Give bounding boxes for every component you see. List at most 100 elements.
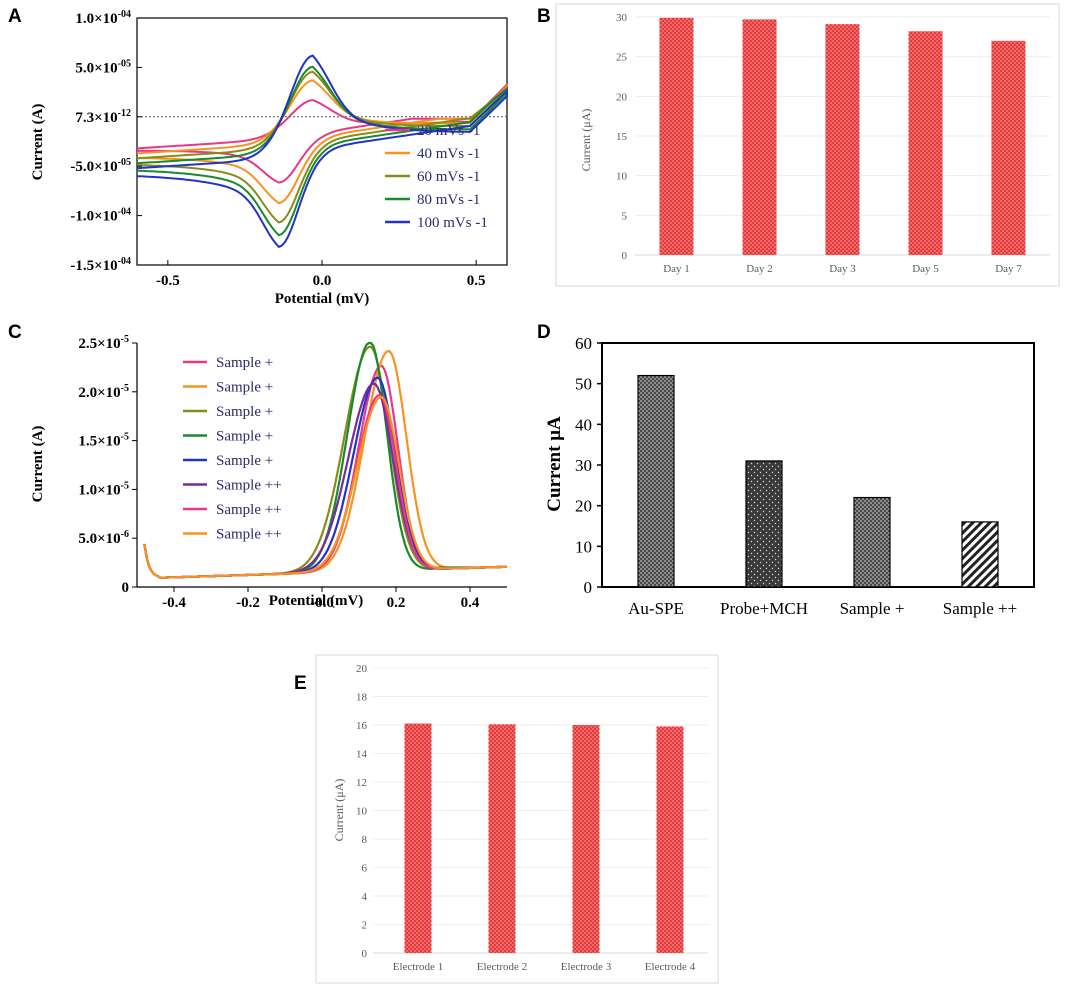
dpv-curve-6 [143, 382, 508, 579]
legend-label-a: 40 mVs -1 [417, 146, 480, 162]
y-tick-label-e: 0 [362, 948, 368, 960]
panel-label-b: B [537, 6, 551, 27]
y-tick-label-b: 15 [616, 131, 628, 143]
y-tick-label-e: 14 [356, 749, 368, 761]
x-tick-label-a: 0.0 [313, 273, 332, 289]
y-tick-label-b: 0 [622, 250, 628, 262]
x-tick-label-d: Probe+MCH [720, 599, 808, 618]
y-tick-label-e: 2 [362, 920, 368, 932]
x-tick-label-b: Day 1 [663, 263, 690, 275]
bar-b-3 [825, 24, 860, 255]
dpv-curve-2 [143, 349, 508, 579]
legend-label-a: 60 mVs -1 [417, 169, 480, 185]
bar-d-4 [961, 521, 999, 588]
x-tick-label-c: -0.2 [236, 595, 260, 611]
dpv-curve-5 [143, 376, 508, 579]
y-axis-label-e: Current (μA) [332, 779, 346, 842]
y-tick-label-d: 30 [575, 456, 592, 475]
legend-label-c: Sample + [216, 380, 273, 396]
panel-d: D 0 10 20 30 40 50 60 Au-SPE Probe+MCH Sample + S… [537, 322, 1035, 618]
x-tick-label-e: Electrode 3 [561, 961, 612, 973]
panel-a: A 1.0×10-04 5.0×10-05 7.3×10-12 -5.0×10-05 -… [8, 6, 508, 307]
bar-e-3 [572, 725, 600, 953]
y-tick-label-c: 1.0×10-5 [78, 480, 129, 498]
panel-label-c: C [8, 322, 22, 343]
bar-e-2 [488, 724, 516, 953]
legend-label-c: Sample ++ [216, 527, 282, 543]
y-axis-label-a: Current (A) [30, 104, 46, 181]
panel-b: B 0 5 10 15 20 25 30 Day 1 Day 2 Day 3 Day 5 Day 7… [537, 3, 1060, 287]
panel-label-a: A [8, 6, 22, 27]
y-tick-label-c: 0 [122, 580, 130, 596]
x-tick-label-d: Sample ++ [943, 599, 1017, 618]
legend-label-c: Sample + [216, 429, 273, 445]
chart-area-b [555, 3, 1060, 287]
x-axis-label-a: Potential (mV) [275, 291, 370, 307]
bar-b-4 [908, 31, 943, 256]
y-tick-label-a: -1.5×10-04 [70, 256, 131, 274]
bar-e-1 [404, 723, 432, 953]
bar-d-3 [853, 496, 891, 588]
x-tick-label-b: Day 3 [829, 263, 856, 275]
cv-curve-5 [136, 54, 508, 249]
dpv-curve-8 [143, 396, 508, 579]
y-tick-label-e: 12 [356, 777, 367, 789]
x-tick-label-e: Electrode 4 [645, 961, 696, 973]
y-tick-label-e: 18 [356, 692, 368, 704]
x-tick-label-c: -0.0 [310, 595, 334, 611]
bar-b-5 [991, 40, 1026, 255]
y-tick-label-c: 5.0×10-6 [78, 529, 129, 547]
y-tick-label-a: 5.0×10-05 [75, 58, 131, 76]
x-tick-label-b: Day 5 [912, 263, 939, 275]
y-tick-label-b: 30 [616, 12, 628, 24]
x-axis-label-c: Potential (mV) [269, 593, 364, 609]
bar-d-1 [637, 374, 675, 588]
x-tick-label-a: -0.5 [156, 273, 180, 289]
y-tick-label-e: 16 [356, 720, 368, 732]
y-tick-label-d: 50 [575, 375, 592, 394]
y-axis-label-d: Current μA [544, 416, 565, 512]
y-tick-label-d: 60 [575, 334, 592, 353]
y-tick-label-a: 7.3×10-12 [75, 108, 131, 126]
legend-label-a: 100 mVs -1 [417, 215, 488, 231]
bar-e-4 [656, 726, 684, 953]
y-tick-label-d: 20 [575, 497, 592, 516]
legend-label-c: Sample + [216, 355, 273, 371]
legend-label-c: Sample + [216, 453, 273, 469]
x-tick-label-d: Au-SPE [628, 599, 684, 618]
y-tick-label-c: 2.5×10-5 [78, 334, 129, 352]
chart-area-e [315, 654, 719, 984]
y-tick-label-d: 10 [575, 537, 592, 556]
y-tick-label-e: 8 [362, 834, 368, 846]
y-tick-label-a: -1.0×10-04 [70, 207, 131, 225]
x-tick-label-c: 0.4 [461, 595, 480, 611]
bar-b-2 [742, 19, 777, 255]
panel-c: C 0 5.0×10-6 1.0×10-5 1.5×10-5 2.0×10-5 2.5×1… [8, 322, 508, 611]
y-tick-label-a: 1.0×10-04 [75, 9, 131, 27]
y-tick-label-d: 40 [575, 415, 592, 434]
legend-label-a: 80 mVs -1 [417, 192, 480, 208]
y-axis-label-b: Current (μA) [579, 109, 593, 172]
y-tick-label-b: 5 [622, 210, 628, 222]
x-tick-label-c: 0.2 [387, 595, 406, 611]
y-tick-label-b: 10 [616, 171, 628, 183]
panel-label-d: D [537, 322, 551, 343]
y-tick-label-e: 6 [362, 863, 368, 875]
legend-label-c: Sample + [216, 404, 273, 420]
panel-label-e: E [294, 673, 307, 694]
legend-label-c: Sample ++ [216, 502, 282, 518]
x-tick-label-d: Sample + [840, 599, 905, 618]
y-tick-label-c: 2.0×10-5 [78, 383, 129, 401]
y-tick-label-e: 10 [356, 806, 368, 818]
x-tick-label-a: 0.5 [467, 273, 486, 289]
bar-d-2 [745, 460, 783, 588]
legend-label-c: Sample ++ [216, 478, 282, 494]
x-tick-label-c: -0.4 [162, 595, 186, 611]
dpv-curve-1 [143, 364, 508, 579]
y-tick-label-b: 20 [616, 91, 628, 103]
y-tick-label-e: 20 [356, 663, 368, 675]
y-axis-label-c: Current (A) [30, 426, 46, 503]
y-tick-label-e: 4 [362, 891, 368, 903]
y-tick-label-a: -5.0×10-05 [70, 157, 131, 175]
